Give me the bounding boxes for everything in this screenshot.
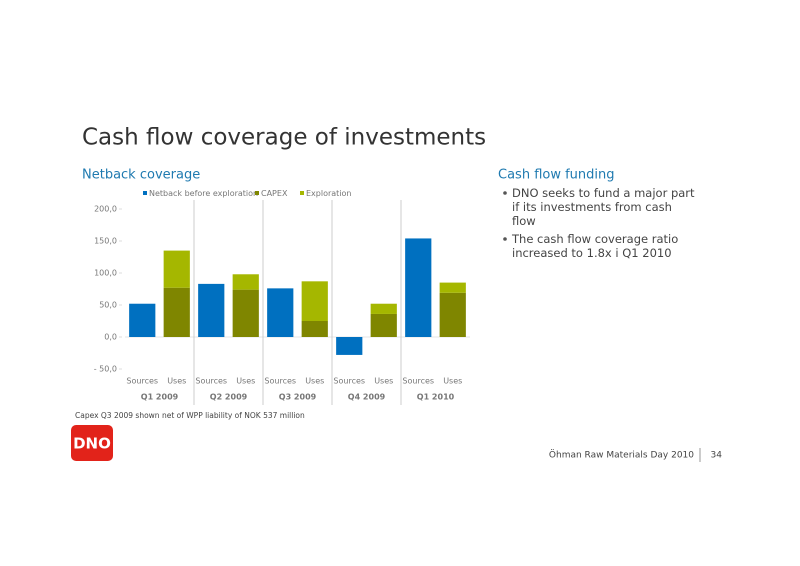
bar-segment <box>439 282 466 293</box>
group-label: Q2 2009 <box>210 393 248 402</box>
legend-label: Netback before exploration <box>149 189 258 198</box>
bar-segment <box>232 289 259 337</box>
bullet: DNO seeks to fund a major part if its inv… <box>512 186 695 228</box>
x-tick-label: Uses <box>167 377 186 386</box>
page-number: 34 <box>711 451 723 461</box>
bar-segment <box>370 303 397 314</box>
x-tick-label: Uses <box>443 377 462 386</box>
group-label: Q1 2009 <box>141 393 179 402</box>
bar-segment <box>336 337 363 355</box>
x-tick-label: Sources <box>126 377 158 386</box>
bar-segment <box>370 313 397 337</box>
y-tick-label: 0,0 <box>104 333 117 342</box>
y-tick-label: 200,0 <box>94 205 117 214</box>
right-heading: Cash flow funding <box>498 168 615 183</box>
footnote: Capex Q3 2009 shown net of WPP liability… <box>75 411 305 420</box>
group-label: Q1 2010 <box>417 393 455 402</box>
x-tick-label: Sources <box>402 377 434 386</box>
legend-label: Exploration <box>306 189 352 198</box>
bar-segment <box>163 287 190 337</box>
bullet-dot <box>503 237 507 241</box>
y-tick-label: 100,0 <box>94 269 117 278</box>
group-label: Q4 2009 <box>348 393 386 402</box>
bullet-dot <box>503 191 507 195</box>
bar-segment <box>301 321 328 337</box>
chart-title: Netback coverage <box>82 168 200 183</box>
x-tick-label: Uses <box>236 377 255 386</box>
y-tick-label: 150,0 <box>94 237 117 246</box>
logo-text: DNO <box>73 435 111 453</box>
legend-label: CAPEX <box>261 189 288 198</box>
bullet: The cash flow coverage ratio increased to… <box>511 232 678 260</box>
legend-swatch <box>255 191 259 195</box>
slide-title: Cash flow coverage of investments <box>82 125 486 151</box>
bar-segment <box>129 303 156 337</box>
bar-segment <box>405 238 432 337</box>
bar-segment <box>267 288 294 337</box>
bar-segment <box>232 274 259 290</box>
x-tick-label: Sources <box>264 377 296 386</box>
x-tick-label: Uses <box>305 377 324 386</box>
group-label: Q3 2009 <box>279 393 317 402</box>
legend-swatch <box>300 191 304 195</box>
legend-swatch <box>143 191 147 195</box>
x-tick-label: Sources <box>333 377 365 386</box>
bar-segment <box>198 283 225 337</box>
bar-segment <box>163 250 190 288</box>
logo-box <box>71 425 113 461</box>
bar-segment <box>301 281 328 321</box>
bar-segment <box>439 292 466 337</box>
footer: Öhman Raw Materials Day 2010 <box>549 450 694 461</box>
y-tick-label: - 50,0 <box>94 365 117 374</box>
x-tick-label: Uses <box>374 377 393 386</box>
x-tick-label: Sources <box>195 377 227 386</box>
y-tick-label: 50,0 <box>99 301 117 310</box>
